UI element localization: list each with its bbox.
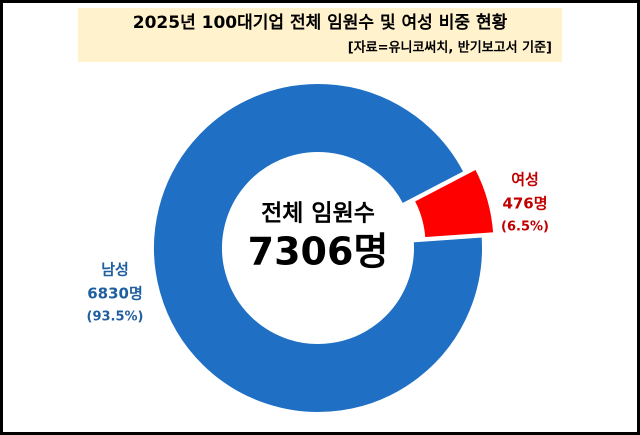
percent-label: (93.5%): [87, 310, 144, 325]
chart-subtitle: [자료=유니코써치, 반기보고서 기준]: [348, 40, 552, 56]
chart-title: 2025년 100대기업 전체 임원수 및 여성 비중 현황: [133, 12, 508, 33]
center-total: 7306명: [248, 230, 389, 274]
center-label: 전체 임원수: [261, 201, 375, 227]
value-label: 476명: [502, 195, 547, 213]
category-label: 여성: [511, 171, 539, 189]
title-box: [78, 8, 562, 62]
value-label: 6830명: [87, 285, 143, 303]
category-label: 남성: [101, 261, 129, 279]
donut-slice: [152, 82, 484, 414]
percent-label: (6.5%): [501, 220, 549, 235]
donut-slice: [412, 167, 496, 240]
